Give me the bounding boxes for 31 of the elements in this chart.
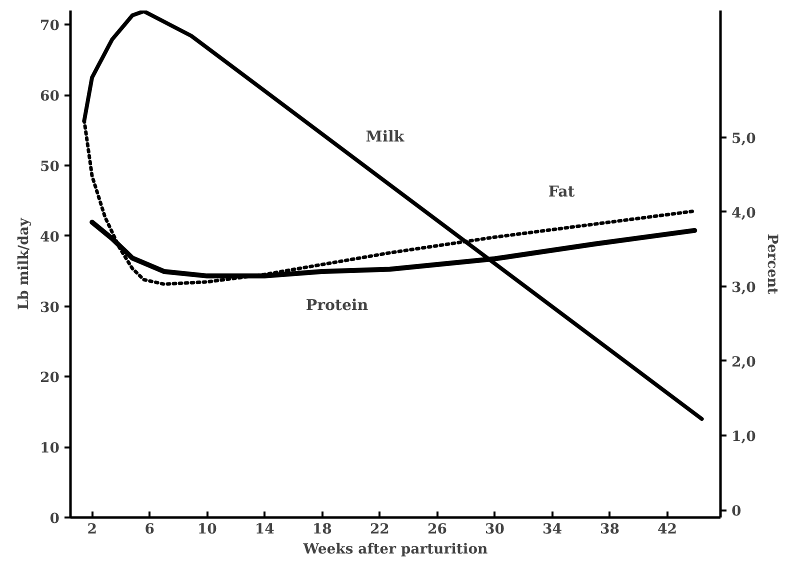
- y2-axis-title: Percent: [764, 234, 780, 295]
- x-tick-label: 30: [484, 522, 505, 538]
- x-tick-label: 2: [87, 522, 97, 538]
- y-tick-label: 10: [40, 440, 60, 457]
- y2-tick-label: 4,0: [732, 205, 756, 222]
- y2-tick-label: 3,0: [732, 280, 756, 296]
- y2-tick-label: 0: [732, 504, 742, 520]
- x-tick-label: 34: [542, 522, 562, 538]
- y-axis-title: Lb milk/day: [16, 217, 32, 310]
- y-tick-label: 60: [40, 88, 60, 104]
- y2-tick-label: 2,0: [732, 354, 756, 370]
- x-tick-label: 38: [600, 522, 620, 538]
- x-axis-title: Weeks after parturition: [302, 542, 488, 558]
- y-tick-label: 0: [50, 511, 60, 527]
- series-label: Milk: [366, 128, 405, 146]
- y-tick-label: 30: [40, 300, 60, 316]
- y-tick-label: 20: [40, 370, 60, 386]
- y2-tick-label: 1,0: [732, 428, 756, 445]
- series-label: Fat: [548, 182, 575, 201]
- x-tick-label: 42: [658, 522, 678, 538]
- x-tick-label: 18: [312, 522, 332, 538]
- y-tick-label: 70: [40, 18, 60, 34]
- x-tick-label: 6: [144, 522, 154, 538]
- x-tick-label: 26: [427, 522, 447, 538]
- series-label: Protein: [306, 296, 368, 314]
- x-tick-label: 10: [197, 522, 218, 538]
- y2-tick-label: 5,0: [732, 130, 756, 147]
- x-tick-label: 22: [370, 522, 390, 538]
- x-tick-label: 14: [254, 522, 275, 538]
- y-tick-label: 50: [40, 158, 60, 175]
- y-tick-label: 40: [40, 229, 60, 246]
